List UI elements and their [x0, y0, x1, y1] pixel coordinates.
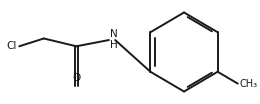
Text: N: N — [110, 29, 118, 39]
Text: Cl: Cl — [6, 41, 17, 51]
Text: H: H — [110, 40, 118, 50]
Text: O: O — [72, 73, 81, 83]
Text: CH₃: CH₃ — [240, 79, 258, 89]
